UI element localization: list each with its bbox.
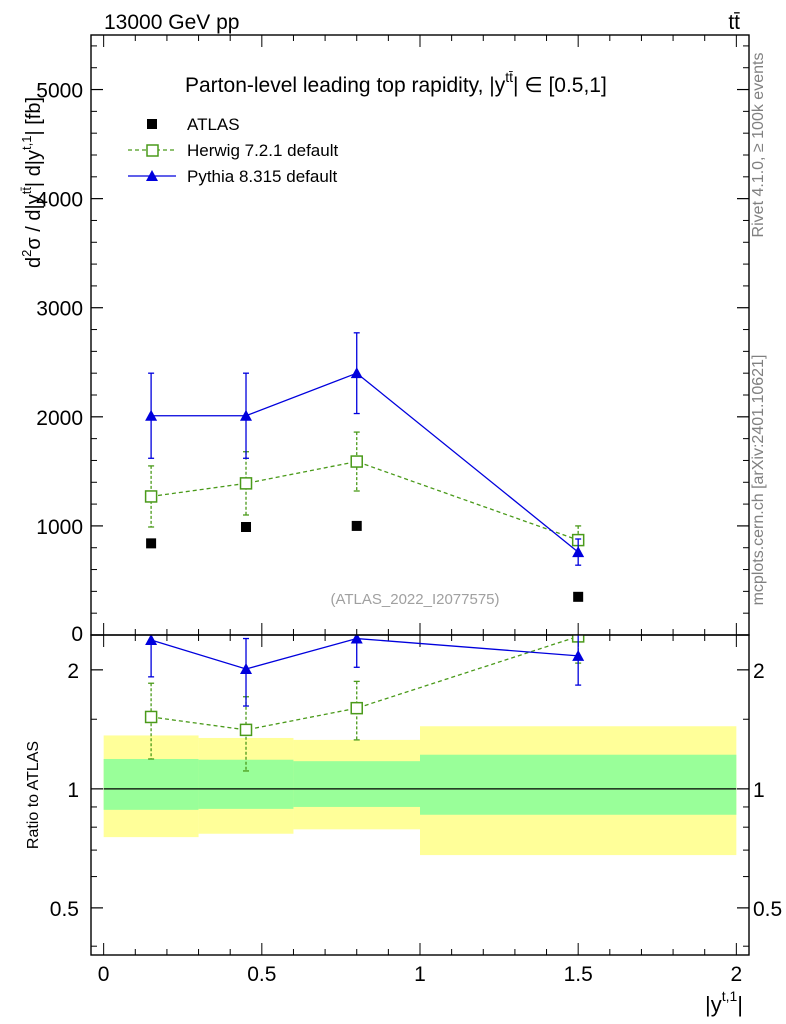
ratio-y-tick-label: 0.5: [50, 898, 79, 921]
legend-marker-pythia: [146, 170, 158, 181]
main-y-tick-label: 0: [71, 623, 83, 646]
ratio-y-tick-label: 2: [67, 660, 79, 683]
ratio-point-pythia: [145, 635, 158, 645]
main-point-atlas: [351, 520, 362, 531]
main-point-atlas: [241, 522, 252, 532]
main-series-atlas: [146, 520, 584, 602]
legend-label-herwig: Herwig 7.2.1 default: [187, 141, 338, 160]
main-point-pythia: [145, 409, 158, 421]
ratio-y-tick-label: 1: [67, 779, 79, 802]
ratio-point-pythia: [572, 649, 585, 661]
x-axis-title: |yt,1|: [705, 988, 743, 1017]
main-line-pythia: [151, 372, 579, 553]
main-point-pythia: [240, 409, 253, 421]
ratio-x-tick-label: 2: [731, 963, 743, 986]
main-y-tick-label: 2000: [36, 407, 83, 430]
ratio-uncertainty-bands: [103, 726, 737, 856]
ratio-band-inner: [293, 761, 420, 807]
ratio-y-tick-label-right: 1: [753, 779, 765, 802]
ratio-x-tick-label: 0: [98, 963, 110, 986]
main-series-layer: [144, 332, 585, 602]
ratio-point-herwig: [144, 710, 158, 724]
main-point-atlas: [146, 538, 157, 549]
ratio-point-pythia: [240, 662, 253, 674]
process-label: tt̄: [728, 11, 740, 34]
main-y-axis: 0 1000 2000 3000 4000 5000: [36, 35, 749, 646]
ratio-frame: [90, 634, 750, 956]
main-panel: 0 1000 2000 3000 4000 5000 Parton-level leadi…: [19, 34, 750, 646]
main-point-pythia: [572, 546, 585, 558]
ratio-line-pythia: [150, 637, 579, 670]
legend-entry-herwig: Herwig 7.2.1 default: [128, 141, 338, 160]
main-point-herwig: [144, 490, 158, 503]
main-point-atlas: [573, 591, 584, 602]
ratio-axes: 0.5 0.5 1 1 2 2 0 0.5 1 1.5 2: [50, 635, 782, 986]
energy-label: 13000 GeV pp: [104, 11, 239, 34]
main-series-herwig: [144, 431, 585, 555]
ratio-point-herwig: [239, 723, 253, 737]
plot-title: Parton-level leading top rapidity, |ytt̄…: [185, 69, 607, 97]
legend-label-atlas: ATLAS: [187, 115, 240, 134]
main-y-tick-label: 1000: [36, 516, 83, 539]
main-y-tick-label: 5000: [36, 80, 83, 103]
ratio-y-axis-title: Ratio to ATLAS: [25, 741, 42, 849]
plot-title-prefix: Parton-level leading top rapidity, |y: [185, 74, 506, 97]
ratio-line-herwig: [151, 635, 579, 731]
rivet-version-label: Rivet 4.1.0, ≥ 100k events: [750, 53, 767, 238]
ratio-point-pythia: [350, 635, 363, 644]
legend-marker-atlas: [147, 119, 157, 129]
main-y-tick-label: 4000: [36, 189, 83, 212]
ratio-point-herwig: [350, 701, 363, 715]
legend-marker-herwig: [146, 144, 159, 157]
legend-entry-pythia: Pythia 8.315 default: [128, 167, 338, 186]
main-series-pythia: [145, 332, 585, 566]
main-point-herwig: [239, 477, 253, 490]
main-y-tick-label: 3000: [36, 298, 83, 321]
ratio-x-tick-label: 0.5: [247, 963, 276, 986]
ratio-y-tick-label-right: 2: [753, 660, 765, 683]
legend: ATLAS Herwig 7.2.1 default Pythia 8.315 …: [128, 115, 338, 186]
main-point-pythia: [350, 367, 363, 379]
mcplots-label: mcplots.cern.ch [arXiv:2401.10621]: [750, 355, 767, 606]
ratio-band-inner: [103, 758, 199, 810]
ratio-panel: 0.5 0.5 1 1 2 2 0 0.5 1 1.5 2 Ratio to ATLAS |yt,1…: [25, 634, 782, 1017]
ratio-band-inner: [420, 754, 737, 815]
legend-entry-atlas: ATLAS: [147, 115, 240, 134]
ratio-series-layer: [144, 635, 585, 772]
main-y-axis-title: d2σ / d|ytt̄| d|yt,1| [fb]: [19, 97, 45, 268]
ratio-series-pythia: [145, 635, 585, 707]
plot-title-suffix: | ∈ [0.5,1]: [513, 74, 607, 97]
analysis-id-label: (ATLAS_2022_I2077575): [330, 591, 499, 608]
main-point-herwig: [350, 455, 363, 468]
ratio-y-tick-label-right: 0.5: [753, 898, 782, 921]
ratio-x-tick-label: 1.5: [564, 963, 593, 986]
legend-label-pythia: Pythia 8.315 default: [187, 167, 338, 186]
ratio-x-tick-label: 1: [414, 963, 426, 986]
plot-title-sup: tt̄: [505, 69, 513, 85]
